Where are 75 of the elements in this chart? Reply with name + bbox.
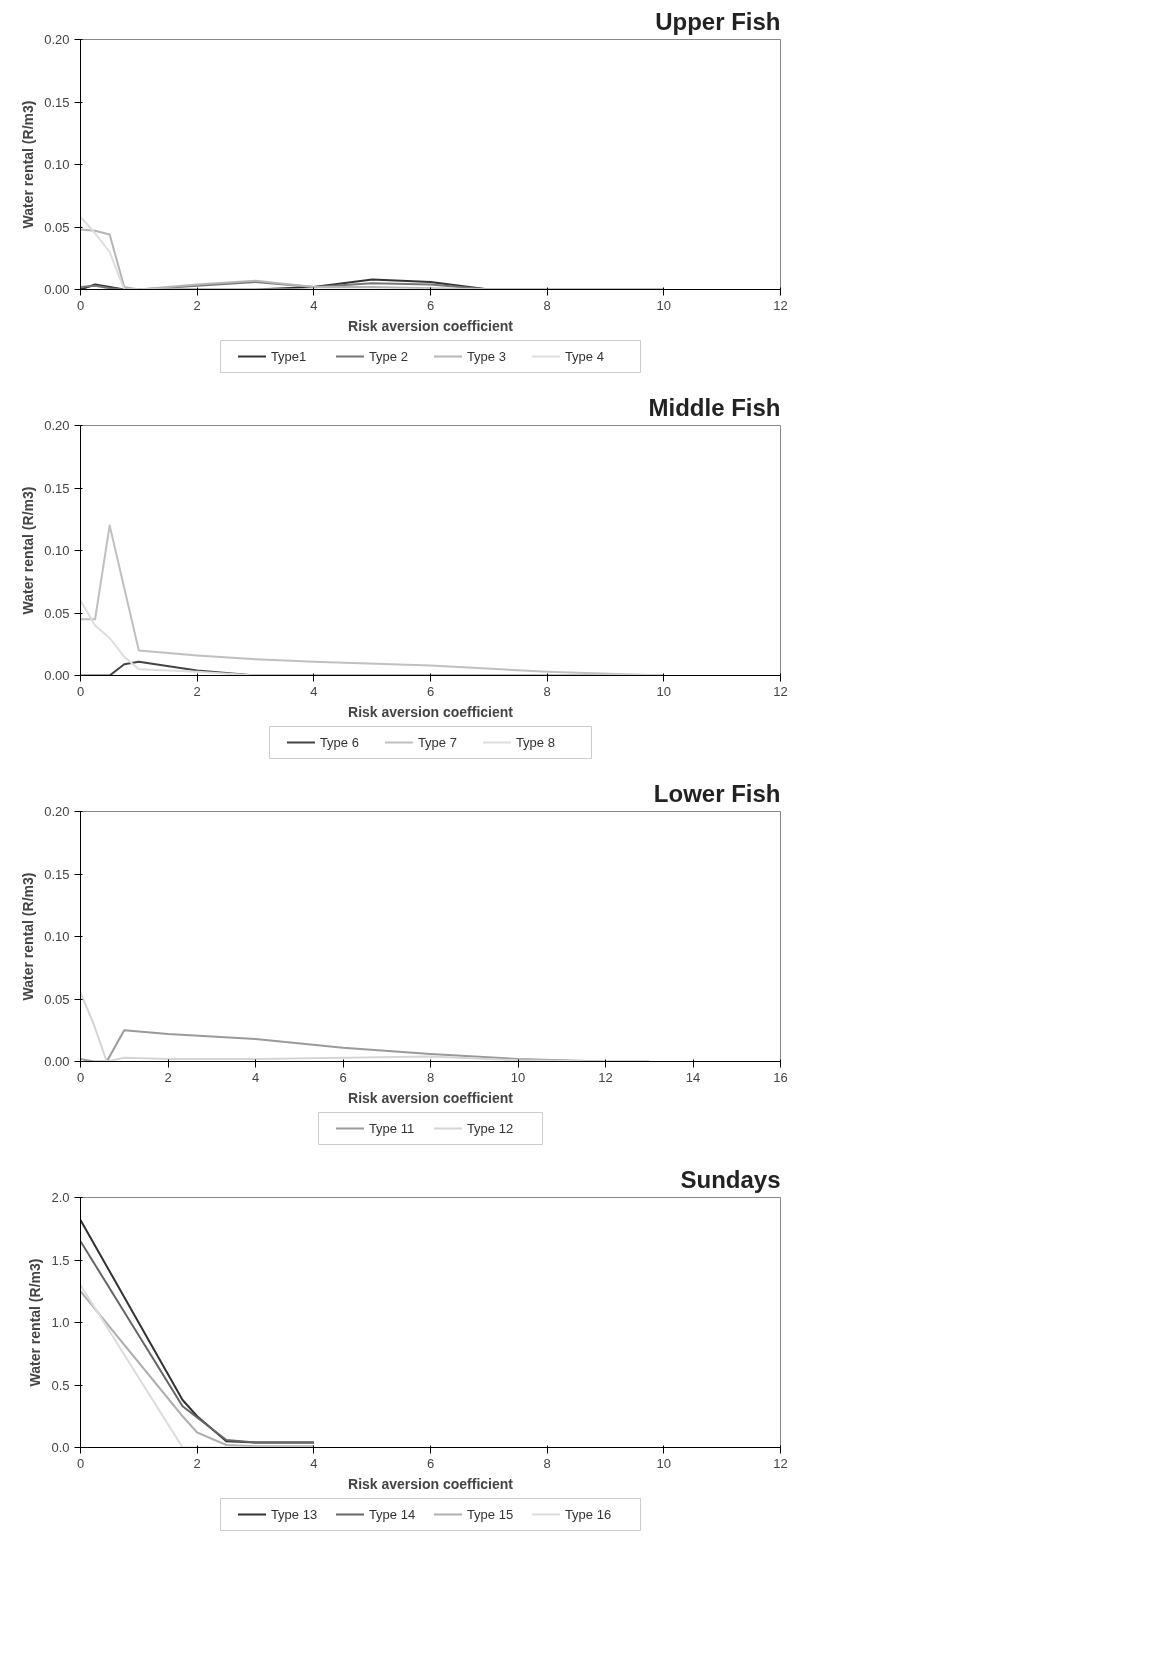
y-tick-label: 0.20 [44, 32, 70, 47]
legend-label: Type 7 [417, 735, 457, 750]
y-axis-title: Water rental (R/m3) [20, 100, 37, 229]
y-tick-label: 0.05 [44, 219, 70, 235]
legend-label: Type 12 [466, 1121, 514, 1136]
legend-label: Type 16 [564, 1507, 612, 1522]
x-tick-label: 0 [76, 1069, 85, 1085]
y-tick-label: 0.15 [44, 94, 70, 110]
x-tick-label: 4 [310, 683, 318, 699]
x-tick-label: 12 [773, 297, 788, 313]
x-tick-label: 8 [543, 683, 551, 699]
x-axis-title: Risk aversion coefficient [348, 1475, 514, 1492]
x-tick-label: 2 [193, 683, 201, 699]
y-tick-label: 0.05 [44, 991, 70, 1007]
y-tick-label: 0.20 [44, 418, 70, 433]
x-tick-label: 10 [656, 1455, 672, 1471]
x-tick-label: 12 [773, 683, 788, 699]
legend-label: Type 6 [319, 735, 359, 750]
x-tick-label: 6 [426, 683, 435, 699]
x-tick-label: 10 [656, 683, 672, 699]
x-tick-label: 14 [685, 1069, 701, 1085]
x-tick-label: 2 [193, 1455, 201, 1471]
legend-label: Type1 [270, 349, 307, 364]
y-tick-label: 0.5 [51, 1377, 70, 1393]
y-tick-label: 0.00 [44, 1054, 70, 1069]
x-tick-label: 2 [193, 297, 201, 313]
y-tick-label: 2.0 [51, 1190, 70, 1205]
legend-label: Type 13 [270, 1507, 318, 1522]
chart-title: Middle Fish [648, 393, 781, 421]
x-tick-label: 6 [339, 1069, 347, 1085]
x-axis-title: Risk aversion coefficient [348, 703, 514, 720]
legend-label: Type 14 [368, 1507, 416, 1522]
x-axis-title: Risk aversion coefficient [348, 317, 514, 334]
x-tick-label: 12 [598, 1069, 613, 1085]
chart-title: Sundays [680, 1165, 781, 1193]
y-axis-title: Water rental (R/m3) [20, 872, 37, 1001]
legend-label: Type 2 [368, 349, 408, 364]
y-axis-title: Water rental (R/m3) [27, 1258, 44, 1387]
x-tick-label: 0 [76, 1455, 85, 1471]
x-tick-label: 8 [543, 297, 551, 313]
chart-title: Upper Fish [655, 7, 781, 35]
x-tick-label: 8 [426, 1069, 435, 1085]
y-axis-title: Water rental (R/m3) [20, 486, 37, 615]
y-tick-label: 0.0 [51, 1440, 70, 1455]
legend-label: Type 8 [515, 735, 555, 750]
y-tick-label: 0.00 [44, 668, 70, 683]
legend-label: Type 4 [564, 349, 604, 364]
y-tick-label: 0.10 [44, 543, 70, 558]
x-tick-label: 0 [76, 297, 85, 313]
y-tick-label: 0.15 [44, 866, 70, 882]
x-tick-label: 10 [656, 297, 672, 313]
x-tick-label: 16 [773, 1069, 788, 1085]
y-tick-label: 0.20 [44, 804, 70, 819]
x-tick-label: 4 [251, 1069, 260, 1085]
x-tick-label: 6 [426, 1455, 435, 1471]
y-tick-label: 0.10 [44, 157, 70, 172]
legend-label: Type 3 [466, 349, 506, 364]
y-tick-label: 0.15 [44, 480, 70, 496]
chart-title: Lower Fish [653, 779, 781, 807]
x-tick-label: 8 [543, 1455, 551, 1471]
y-tick-label: 0.05 [44, 605, 70, 621]
x-tick-label: 10 [510, 1069, 526, 1085]
legend-label: Type 11 [368, 1121, 415, 1136]
legend-label: Type 15 [466, 1507, 514, 1522]
y-tick-label: 1.5 [51, 1252, 70, 1268]
x-axis-title: Risk aversion coefficient [348, 1089, 514, 1106]
x-tick-label: 2 [164, 1069, 172, 1085]
x-tick-label: 6 [426, 297, 435, 313]
x-tick-label: 0 [76, 683, 85, 699]
x-tick-label: 4 [310, 1455, 318, 1471]
y-tick-label: 1.0 [51, 1315, 70, 1330]
y-tick-label: 0.10 [44, 929, 70, 944]
x-tick-label: 4 [310, 297, 318, 313]
y-tick-label: 0.00 [44, 282, 70, 297]
x-tick-label: 12 [773, 1455, 788, 1471]
